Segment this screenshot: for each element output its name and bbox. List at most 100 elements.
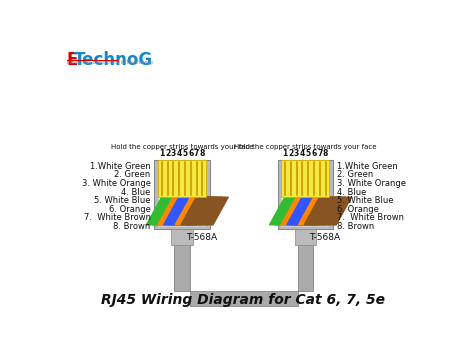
Text: 7.  White Brown: 7. White Brown xyxy=(337,213,404,222)
Polygon shape xyxy=(191,197,207,225)
Text: Electrical, Electronics & Technology: Electrical, Electronics & Technology xyxy=(66,60,153,65)
Polygon shape xyxy=(148,197,164,225)
Polygon shape xyxy=(191,197,208,225)
Polygon shape xyxy=(189,197,206,225)
Polygon shape xyxy=(294,197,310,225)
Polygon shape xyxy=(169,197,185,225)
Bar xyxy=(278,160,333,229)
Text: 5. White Blue: 5. White Blue xyxy=(94,196,151,205)
Polygon shape xyxy=(157,197,173,225)
Polygon shape xyxy=(302,197,318,225)
Polygon shape xyxy=(306,197,322,225)
Polygon shape xyxy=(288,197,304,225)
Polygon shape xyxy=(154,197,170,225)
Polygon shape xyxy=(286,197,302,225)
Bar xyxy=(200,197,205,225)
Polygon shape xyxy=(193,197,209,225)
Bar xyxy=(155,160,210,229)
Polygon shape xyxy=(164,197,181,225)
Text: 3. White Orange: 3. White Orange xyxy=(337,179,406,188)
Polygon shape xyxy=(286,197,302,225)
Polygon shape xyxy=(158,197,174,225)
Text: 7: 7 xyxy=(194,149,199,158)
Polygon shape xyxy=(160,197,176,225)
Polygon shape xyxy=(154,197,170,225)
Polygon shape xyxy=(284,197,301,225)
Text: 6: 6 xyxy=(311,149,317,158)
Bar xyxy=(165,197,170,225)
Text: 4. Blue: 4. Blue xyxy=(121,187,151,197)
Polygon shape xyxy=(181,197,197,225)
Polygon shape xyxy=(157,197,174,225)
Polygon shape xyxy=(178,197,194,225)
Polygon shape xyxy=(332,197,348,225)
Polygon shape xyxy=(306,197,322,225)
Polygon shape xyxy=(174,245,313,306)
Polygon shape xyxy=(183,197,199,225)
Polygon shape xyxy=(320,197,336,225)
Polygon shape xyxy=(197,197,213,225)
Polygon shape xyxy=(166,197,183,225)
Polygon shape xyxy=(165,197,181,225)
Polygon shape xyxy=(169,197,185,225)
Polygon shape xyxy=(305,197,321,225)
Text: T-568A: T-568A xyxy=(186,233,217,242)
Polygon shape xyxy=(164,197,180,225)
Polygon shape xyxy=(179,197,195,225)
Polygon shape xyxy=(199,197,215,225)
Polygon shape xyxy=(283,197,299,225)
Polygon shape xyxy=(284,197,300,225)
Polygon shape xyxy=(201,197,217,225)
Polygon shape xyxy=(292,197,308,225)
Polygon shape xyxy=(320,197,337,225)
Polygon shape xyxy=(289,197,305,225)
Text: 1.White Green: 1.White Green xyxy=(90,162,151,171)
Polygon shape xyxy=(273,197,289,225)
Polygon shape xyxy=(201,197,218,225)
Polygon shape xyxy=(156,197,172,225)
Polygon shape xyxy=(285,197,301,225)
Polygon shape xyxy=(167,197,183,225)
Polygon shape xyxy=(162,197,178,225)
Text: 8: 8 xyxy=(323,149,328,158)
Polygon shape xyxy=(299,197,315,225)
Polygon shape xyxy=(170,197,186,225)
Polygon shape xyxy=(290,197,306,225)
Polygon shape xyxy=(310,197,326,225)
Polygon shape xyxy=(294,197,310,225)
Polygon shape xyxy=(180,197,196,225)
Polygon shape xyxy=(203,197,219,225)
Polygon shape xyxy=(161,197,177,225)
Text: 3. White Orange: 3. White Orange xyxy=(82,179,151,188)
Text: 2. Green: 2. Green xyxy=(114,170,151,179)
Polygon shape xyxy=(309,197,325,225)
Bar xyxy=(282,160,329,197)
Polygon shape xyxy=(188,197,204,225)
Polygon shape xyxy=(205,197,221,225)
Polygon shape xyxy=(288,197,304,225)
Polygon shape xyxy=(297,197,313,225)
Bar xyxy=(176,197,182,225)
Polygon shape xyxy=(207,197,223,225)
Text: 4. Blue: 4. Blue xyxy=(337,187,366,197)
Polygon shape xyxy=(204,197,221,225)
Polygon shape xyxy=(322,197,338,225)
Polygon shape xyxy=(165,197,182,225)
Polygon shape xyxy=(174,197,191,225)
Polygon shape xyxy=(196,197,212,225)
Polygon shape xyxy=(310,197,326,225)
Polygon shape xyxy=(305,197,321,225)
Text: 6: 6 xyxy=(188,149,193,158)
Polygon shape xyxy=(146,197,163,225)
Polygon shape xyxy=(177,197,193,225)
Polygon shape xyxy=(195,197,211,225)
Polygon shape xyxy=(275,197,292,225)
Polygon shape xyxy=(324,197,340,225)
Polygon shape xyxy=(200,197,216,225)
Bar xyxy=(305,197,310,225)
Polygon shape xyxy=(203,197,219,225)
Polygon shape xyxy=(182,197,198,225)
Polygon shape xyxy=(296,197,312,225)
Polygon shape xyxy=(193,197,210,225)
Polygon shape xyxy=(197,197,213,225)
